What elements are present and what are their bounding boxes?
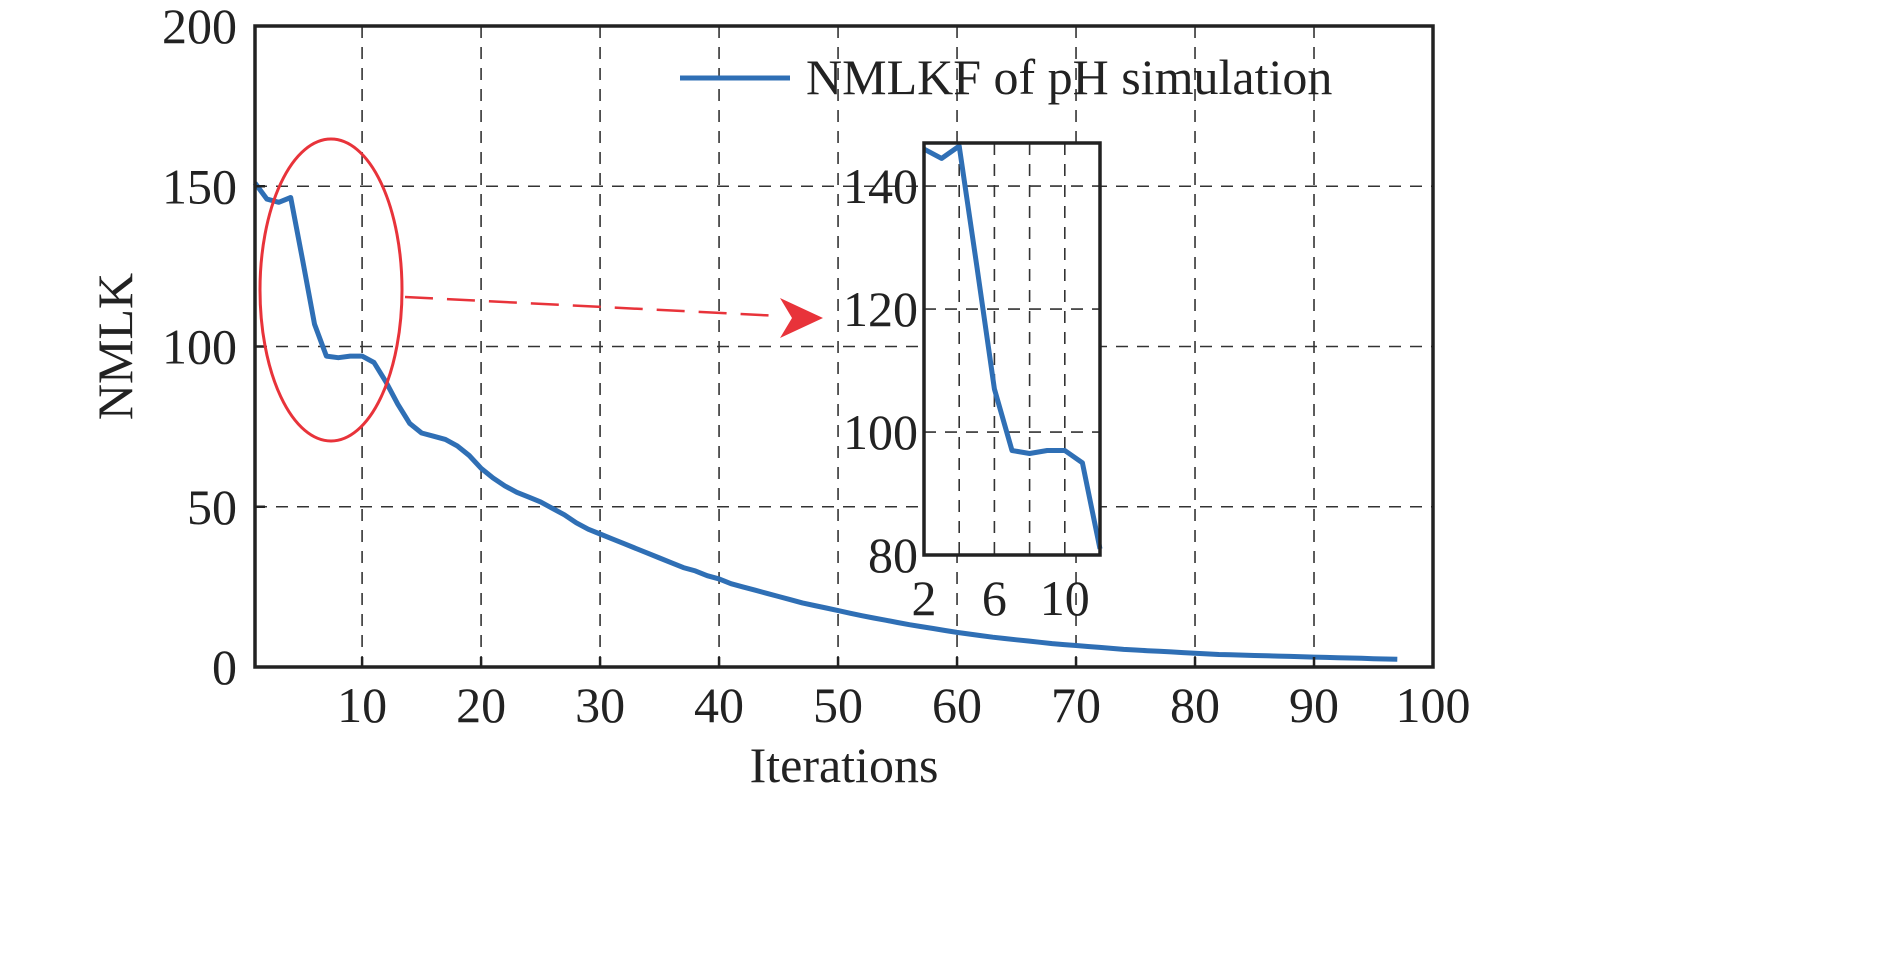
inset-grid [924,143,1100,555]
main-tick-labels: 10 20 30 40 50 60 70 80 90 100 0 50 100 150 200 [162,0,1471,733]
x-tick-label: 30 [575,677,625,733]
x-tick-label: 80 [1170,677,1220,733]
x-tick-label: 60 [932,677,982,733]
x-tick-label: 40 [694,677,744,733]
arrow-line [404,295,781,318]
y-tick-label: 200 [162,0,237,54]
x-tick-label: 100 [1396,677,1471,733]
y-tick-label: 100 [162,319,237,375]
inset-y-tick-label: 140 [843,158,918,214]
inset-tick-labels: 2 6 10 80 100 120 140 [843,158,1090,626]
inset-y-tick-label: 120 [843,281,918,337]
x-tick-label: 10 [337,677,387,733]
legend: NMLKF of pH simulation [680,49,1332,105]
inset-x-tick-label: 10 [1040,570,1090,626]
inset-series-line [922,143,1103,550]
x-tick-label: 90 [1289,677,1339,733]
main-grid [255,26,1433,667]
y-axis-title: NMLK [87,273,143,420]
inset-x-tick-label: 6 [982,570,1007,626]
y-tick-label: 150 [162,158,237,214]
series-line-nmlkf [252,181,1398,662]
inset-x-tick-label: 2 [912,570,937,626]
y-tick-label: 0 [212,639,237,695]
inset-background [924,143,1100,555]
inset-plot-frame [922,141,1102,557]
y-tick-label: 50 [187,479,237,535]
x-axis-title: Iterations [750,737,939,793]
x-tick-label: 20 [456,677,506,733]
legend-label: NMLKF of pH simulation [806,49,1332,105]
inset-chart: 2 6 10 80 100 120 140 [843,141,1103,626]
inset-y-tick-label: 80 [868,527,918,583]
inset-y-tick-label: 100 [843,404,918,460]
x-tick-label: 70 [1051,677,1101,733]
arrow-head-icon [780,298,823,338]
highlight-ellipse [258,137,404,443]
x-tick-label: 50 [813,677,863,733]
